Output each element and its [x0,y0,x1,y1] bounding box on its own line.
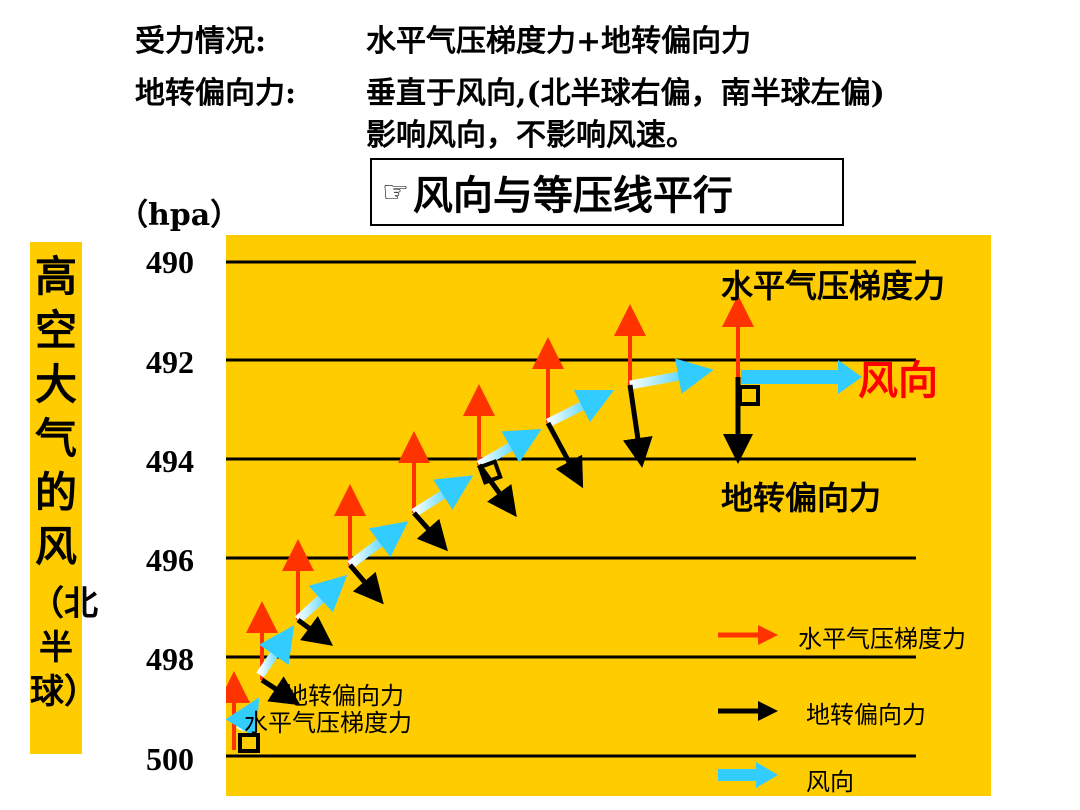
pressure-label-494: 494 [146,443,194,479]
legend-pgf-arrow-icon [718,625,778,645]
coriolis-label-mid: 地转偏向力 [721,479,882,517]
note-box: ☞ 风向与等压线平行 [370,158,844,226]
diagram-panel: 水平气压梯度力 风向 地转偏向力 地转偏向力 水平气压梯度力 水平气压梯度力 地… [226,235,991,796]
unit-label: （hpa） [118,198,241,233]
coriolis-label-small: 地转偏向力 [284,682,404,710]
diagram-svg [226,260,916,758]
coriolis-text-1: 垂直于风向,(北半球右偏，南半球左偏) [366,76,885,111]
pgf-arrows [226,295,754,750]
pgf-label-top: 水平气压梯度力 [721,267,946,305]
coriolis-text-2: 影响风向，不影响风速。 [366,118,696,153]
pointing-hand-icon: ☞ [382,174,409,210]
wind-direction-label: 风向 [858,358,938,404]
right-angle-markers [238,385,760,753]
wind-arrow-final [741,360,862,394]
legend-coriolis-label: 地转偏向力 [806,701,926,729]
coriolis-label: 地转偏向力: [135,76,297,111]
pressure-label-498: 498 [146,641,194,677]
coriolis-arrows [260,377,753,706]
force-text: 水平气压梯度力+地转偏向力 [366,24,752,59]
pressure-label-500: 500 [146,741,194,777]
pressure-label-496: 496 [146,542,194,578]
pressure-label-490: 490 [146,244,194,280]
wind-arrows [226,358,714,738]
pgf-label-small: 水平气压梯度力 [244,709,412,737]
legend-pgf-label: 水平气压梯度力 [798,625,966,653]
side-title-main: 高空大气的风 [34,252,77,571]
legend-wind-arrow-icon [718,762,778,788]
note-text: 风向与等压线平行 [412,172,733,219]
legend-coriolis-arrow-icon [718,701,778,721]
side-title: 高空大气的风 （北半球） [30,242,98,754]
pressure-label-492: 492 [146,344,194,380]
force-label: 受力情况: [135,24,267,59]
legend-wind-label: 风向 [806,768,854,796]
side-title-sub: （北半球） [30,584,98,712]
